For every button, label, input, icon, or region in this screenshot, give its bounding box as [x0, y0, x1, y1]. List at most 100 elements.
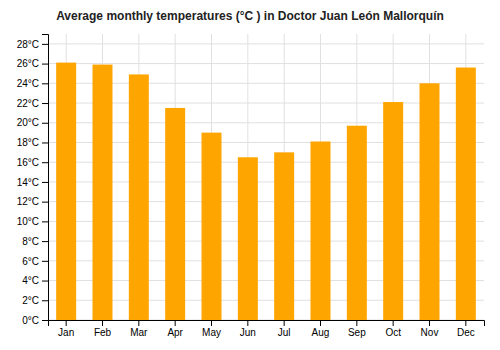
- x-tick-mark: [320, 320, 321, 326]
- x-tick-mark: [211, 320, 212, 326]
- x-axis: Jan Feb Mar Apr May Jun Jul Aug Sep Oct Nov Dec: [49, 320, 485, 338]
- y-tick: 14°C: [17, 177, 48, 188]
- x-tick-label: Sep: [348, 327, 366, 338]
- y-tick: 2°C: [22, 295, 48, 306]
- x-tick: Mar: [130, 320, 148, 338]
- y-tick: 12°C: [17, 196, 48, 207]
- y-tick-label: 0°C: [22, 315, 39, 326]
- bar: [165, 108, 185, 320]
- y-tick-mark: [42, 64, 48, 65]
- grid-line-y: [48, 241, 484, 242]
- y-tick: 10°C: [17, 216, 48, 227]
- y-tick-mark: [42, 142, 48, 143]
- y-tick-label: 18°C: [17, 137, 39, 148]
- y-axis: 0°C 2°C 4°C 6°C 8°C 10°C 12°C 14°C 16°C 18°C 20°C 2…: [17, 35, 49, 326]
- y-tick-mark: [42, 123, 48, 124]
- y-tick-label: 12°C: [17, 196, 39, 207]
- grid-line-y: [48, 260, 484, 261]
- grid-line-y: [48, 43, 484, 44]
- x-tick: Aug: [312, 320, 330, 338]
- bars: [56, 63, 476, 320]
- grid-line-y: [48, 181, 484, 182]
- y-tick-label: 10°C: [17, 216, 39, 227]
- x-tick: Nov: [421, 320, 439, 338]
- bar: [238, 157, 258, 320]
- x-tick-mark: [66, 320, 67, 326]
- y-tick-mark: [42, 221, 48, 222]
- grid-line-y: [48, 142, 484, 143]
- x-tick-mark: [356, 320, 357, 326]
- grid-line-y: [48, 63, 484, 64]
- y-tick: 8°C: [22, 236, 48, 247]
- grid-line-y: [48, 162, 484, 163]
- y-tick-mark: [42, 162, 48, 163]
- y-tick: 6°C: [22, 256, 48, 267]
- x-tick-label: Apr: [167, 327, 183, 338]
- bar: [93, 65, 113, 320]
- y-tick-mark: [42, 44, 48, 45]
- y-tick-label: 28°C: [17, 39, 39, 50]
- grid-line-y: [48, 280, 484, 281]
- y-tick-label: 4°C: [22, 275, 39, 286]
- x-tick-mark: [175, 320, 176, 326]
- x-tick: Jan: [58, 320, 74, 338]
- y-tick: 26°C: [17, 58, 48, 69]
- x-tick: Jul: [278, 320, 291, 338]
- y-tick-mark: [42, 261, 48, 262]
- y-tick-label: 22°C: [17, 98, 39, 109]
- y-tick-label: 8°C: [22, 236, 39, 247]
- x-tick: Feb: [94, 320, 112, 338]
- grid-line-y: [48, 221, 484, 222]
- x-tick: Sep: [348, 320, 366, 338]
- y-tick: 18°C: [17, 137, 48, 148]
- bar: [311, 141, 331, 320]
- y-tick: 24°C: [17, 78, 48, 89]
- y-tick-mark: [42, 83, 48, 84]
- bar: [383, 102, 403, 320]
- x-tick-label: Nov: [421, 327, 439, 338]
- bar: [56, 63, 76, 320]
- x-axis-line: [49, 321, 485, 327]
- y-tick-label: 26°C: [17, 58, 39, 69]
- y-tick-mark: [42, 202, 48, 203]
- x-tick-label: Jun: [240, 327, 256, 338]
- grid-line-y: [48, 201, 484, 202]
- x-tick-mark: [393, 320, 394, 326]
- y-tick-label: 24°C: [17, 78, 39, 89]
- bar: [202, 133, 222, 320]
- chart: Average monthly temperatures (°C ) in Do…: [0, 0, 500, 350]
- y-tick-label: 14°C: [17, 177, 39, 188]
- bar: [274, 152, 294, 320]
- x-tick-mark: [102, 320, 103, 326]
- plot: Jan Feb Mar Apr May Jun Jul Aug Sep Oct Nov Dec 0°C 2…: [17, 34, 485, 338]
- bar: [456, 68, 476, 320]
- bar: [347, 126, 367, 320]
- grid-line-y: [48, 83, 484, 84]
- x-tick-label: Oct: [385, 327, 401, 338]
- x-tick-mark: [465, 320, 466, 326]
- x-tick-label: Jul: [278, 327, 291, 338]
- x-tick-mark: [284, 320, 285, 326]
- y-tick: 22°C: [17, 98, 48, 109]
- title: Average monthly temperatures (°C ) in Do…: [56, 9, 444, 23]
- x-tick-mark: [429, 320, 430, 326]
- x-tick: May: [202, 320, 221, 338]
- y-tick-label: 20°C: [17, 117, 39, 128]
- x-tick-label: Dec: [457, 327, 475, 338]
- y-tick-label: 2°C: [22, 295, 39, 306]
- grid: [48, 34, 484, 320]
- y-tick-mark: [42, 182, 48, 183]
- y-tick-mark: [42, 103, 48, 104]
- y-tick-mark: [42, 300, 48, 301]
- x-tick-mark: [138, 320, 139, 326]
- x-tick-label: May: [202, 327, 221, 338]
- y-tick: 0°C: [22, 315, 48, 326]
- y-tick: 28°C: [17, 39, 48, 50]
- y-tick: 20°C: [17, 117, 48, 128]
- x-tick-label: Mar: [130, 327, 148, 338]
- y-tick: 4°C: [22, 275, 48, 286]
- x-tick: Apr: [167, 320, 183, 338]
- y-tick-mark: [42, 241, 48, 242]
- y-tick: 16°C: [17, 157, 48, 168]
- x-tick-label: Feb: [94, 327, 112, 338]
